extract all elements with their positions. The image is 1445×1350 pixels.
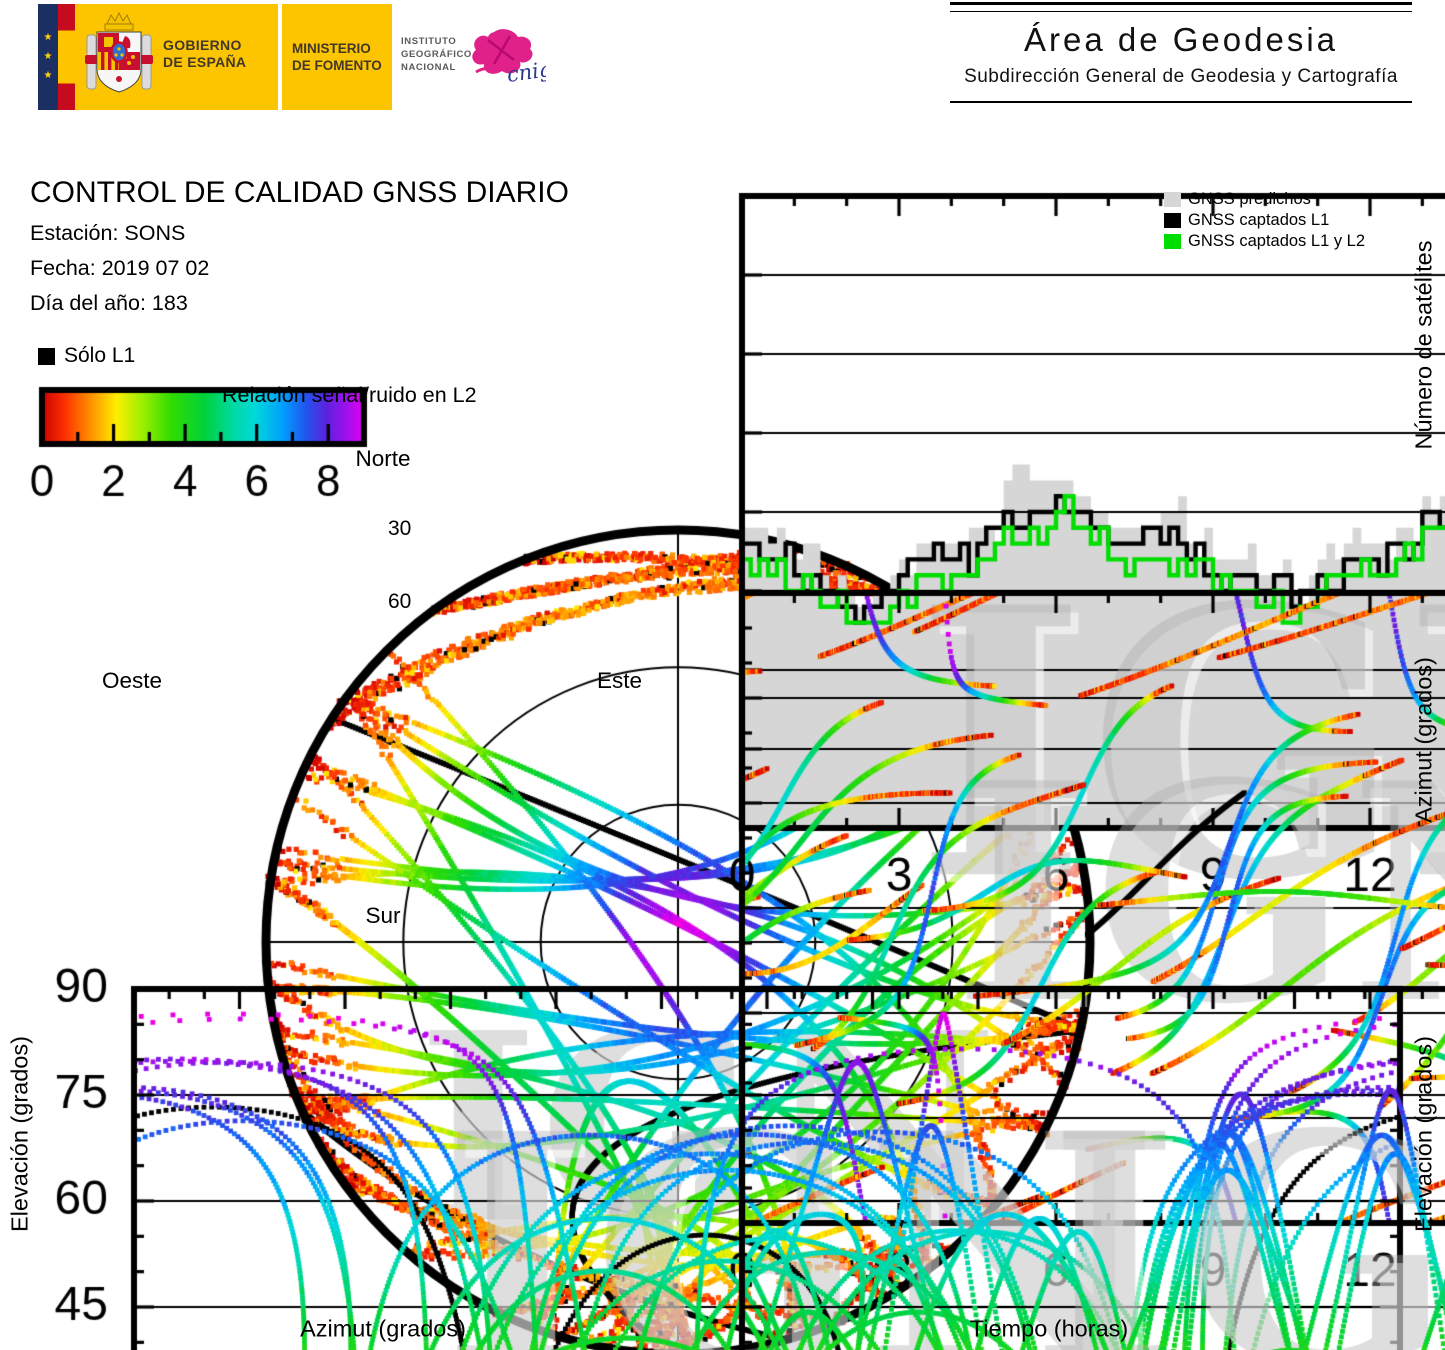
legend-swatch-l1 <box>1164 213 1181 228</box>
eu-star-icon: ★ <box>43 70 53 81</box>
legend-label-l1: GNSS captados L1 <box>1188 211 1330 229</box>
spain-flag-strip <box>58 4 75 110</box>
satcount-y-axis-title: Número de satélites <box>1410 240 1437 450</box>
gobierno-box: GOBIERNO DE ESPAÑA <box>75 4 278 110</box>
eu-flag-strip: ★ ★ ★ <box>38 4 58 110</box>
solo-l1-swatch <box>38 347 55 365</box>
coat-of-arms-icon <box>85 11 153 93</box>
day-of-year-label: Día del año: 183 <box>30 291 188 315</box>
legend-swatch-predicted <box>1164 192 1181 207</box>
station-label: Estación: SONS <box>30 221 186 245</box>
gobierno-label: GOBIERNO DE ESPAÑA <box>163 37 247 70</box>
elevtime-y-axis-title: Elevación (grados) <box>1410 1036 1437 1232</box>
government-logo-band: ★ ★ ★ <box>38 4 546 110</box>
solo-l1-label: Sólo L1 <box>64 344 136 367</box>
ign-box: INSTITUTO GEOGRÁFICO NACIONAL cnig <box>392 4 546 110</box>
header-rule-bottom <box>950 101 1412 103</box>
elevation-ring-30-label: 30 <box>388 517 412 540</box>
date-label: Fecha: 2019 07 02 <box>30 256 210 280</box>
ministerio-label: MINISTERIO DE FOMENTO <box>292 41 382 73</box>
area-title: Área de Geodesia <box>1023 21 1338 58</box>
page-title: CONTROL DE CALIDAD GNSS DIARIO <box>30 176 569 209</box>
cnig-logo-icon: cnig <box>472 29 546 87</box>
header-rule-top <box>950 2 1412 5</box>
elevation-ring-60-label: 60 <box>388 590 412 613</box>
legend-row-l1: GNSS captados L1 <box>1164 211 1330 229</box>
compass-east-label: Este <box>597 668 643 693</box>
ministerio-box: MINISTERIO DE FOMENTO <box>282 4 392 110</box>
eu-star-icon: ★ <box>43 32 53 43</box>
snr-colorbar-label: Relación señal/ruido en L2 <box>222 383 477 407</box>
compass-north-label: Norte <box>355 446 411 471</box>
legend-row-l1l2: GNSS captados L1 y L2 <box>1164 232 1366 250</box>
legend-row-predicted: GNSS predichos <box>1164 190 1311 208</box>
elevtime-x-axis-title: Tiempo (horas) <box>969 1315 1129 1342</box>
instituto-label: INSTITUTO GEOGRÁFICO NACIONAL <box>401 36 472 73</box>
azimuth-y-axis-title: Azimut (grados) <box>1410 657 1437 823</box>
area-header: Área de Geodesia Subdirección General de… <box>950 2 1412 103</box>
legend-label-predicted: GNSS predichos <box>1188 190 1311 208</box>
eu-star-icon: ★ <box>43 51 53 62</box>
cnig-wordmark: cnig <box>505 57 546 87</box>
compass-west-label: Oeste <box>101 668 162 693</box>
solo-l1-legend: Sólo L1 <box>38 344 135 368</box>
header-rule-top2 <box>950 11 1412 12</box>
legend-label-l1l2: GNSS captados L1 y L2 <box>1188 232 1366 250</box>
elevation-time-chart <box>728 961 1445 1350</box>
compass-south-label: Sur <box>365 903 401 928</box>
elevaz-x-axis-title: Azimut (grados) <box>300 1315 466 1342</box>
area-subtitle: Subdirección General de Geodesia y Carto… <box>964 66 1398 87</box>
legend-swatch-l1l2 <box>1164 234 1181 249</box>
elevaz-y-axis-title: Elevación (grados) <box>6 1036 33 1232</box>
